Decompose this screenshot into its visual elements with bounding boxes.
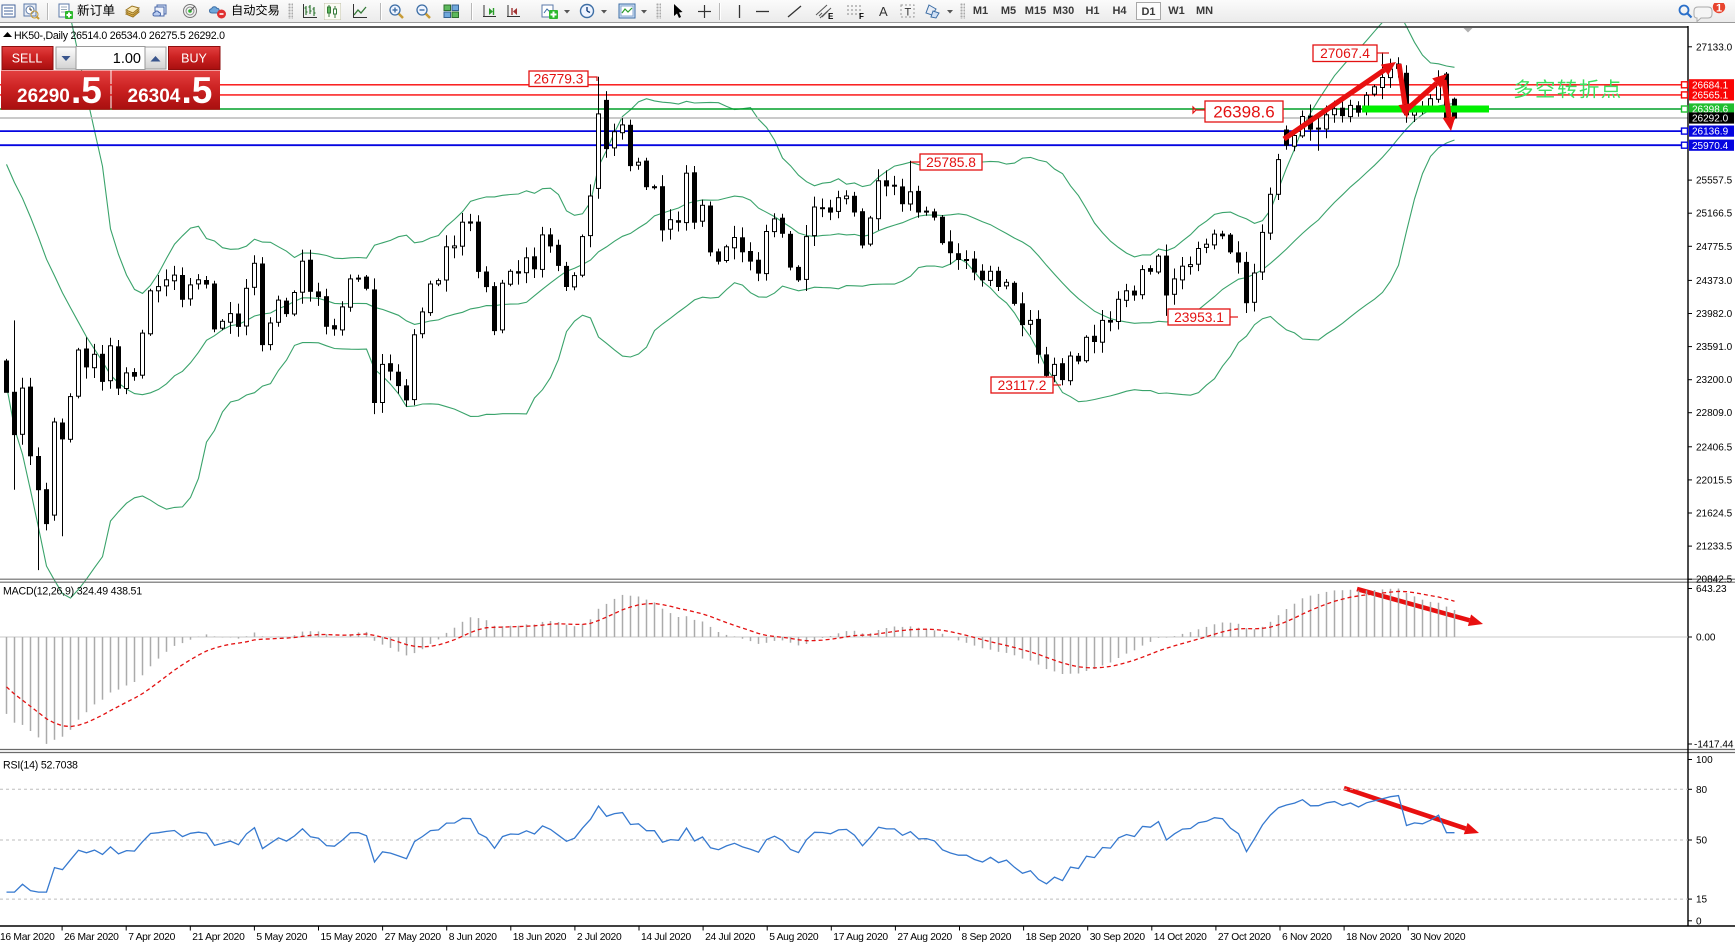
svg-text:MACD(12,26,9) 324.49 438.51: MACD(12,26,9) 324.49 438.51 (3, 585, 142, 597)
svg-text:80: 80 (1696, 785, 1708, 796)
svg-text:27 Aug 2020: 27 Aug 2020 (897, 932, 952, 943)
svg-text:22015.5: 22015.5 (1696, 475, 1733, 486)
svg-text:2 Jul 2020: 2 Jul 2020 (577, 932, 622, 943)
svg-text:24775.5: 24775.5 (1696, 242, 1733, 253)
svg-text:1.00: 1.00 (113, 51, 141, 67)
svg-text:SELL: SELL (12, 52, 43, 66)
svg-text:26 Mar 2020: 26 Mar 2020 (64, 932, 119, 943)
svg-text:100: 100 (1696, 755, 1713, 766)
svg-text:T: T (905, 7, 912, 19)
svg-text:.5: .5 (71, 70, 102, 111)
svg-text:6 Nov 2020: 6 Nov 2020 (1282, 932, 1332, 943)
svg-text:16 Mar 2020: 16 Mar 2020 (0, 932, 55, 943)
svg-text:27067.4: 27067.4 (1320, 46, 1370, 61)
svg-text:1: 1 (1716, 3, 1722, 15)
svg-text:15: 15 (1696, 895, 1708, 906)
svg-text:HK50-,Daily 26514.0 26534.0 2: HK50-,Daily 26514.0 26534.0 26275.5 2629… (14, 30, 225, 42)
svg-text:23953.1: 23953.1 (1174, 310, 1224, 325)
svg-text:0: 0 (1696, 916, 1702, 927)
svg-text:RSI(14) 52.7038: RSI(14) 52.7038 (3, 760, 78, 772)
svg-text:643.23: 643.23 (1696, 584, 1727, 595)
svg-text:A: A (879, 4, 888, 19)
svg-text:30 Sep 2020: 30 Sep 2020 (1090, 932, 1146, 943)
svg-text:8 Jun 2020: 8 Jun 2020 (449, 932, 498, 943)
svg-text:23200.0: 23200.0 (1696, 375, 1733, 386)
svg-text:22406.5: 22406.5 (1696, 442, 1733, 453)
svg-text:30 Nov 2020: 30 Nov 2020 (1410, 932, 1466, 943)
svg-text:27 May 2020: 27 May 2020 (385, 932, 442, 943)
svg-text:21233.5: 21233.5 (1696, 542, 1733, 553)
svg-text:25166.5: 25166.5 (1696, 209, 1733, 220)
svg-text:23591.0: 23591.0 (1696, 342, 1733, 353)
svg-text:25785.8: 25785.8 (926, 155, 976, 170)
svg-text:17 Aug 2020: 17 Aug 2020 (833, 932, 888, 943)
svg-text:15 May 2020: 15 May 2020 (321, 932, 378, 943)
svg-text:23982.0: 23982.0 (1696, 309, 1733, 320)
svg-text:5 May 2020: 5 May 2020 (256, 932, 307, 943)
svg-text:26684.1: 26684.1 (1692, 80, 1729, 91)
svg-text:50: 50 (1696, 836, 1708, 847)
svg-text:7 Apr 2020: 7 Apr 2020 (128, 932, 175, 943)
svg-text:26398.6: 26398.6 (1692, 105, 1729, 116)
svg-text:26565.1: 26565.1 (1692, 91, 1729, 102)
svg-text:26290: 26290 (17, 86, 70, 107)
svg-text:27133.0: 27133.0 (1696, 42, 1733, 53)
svg-text:BUY: BUY (181, 52, 207, 66)
svg-text:21 Apr 2020: 21 Apr 2020 (192, 932, 245, 943)
svg-text:E: E (828, 12, 834, 20)
svg-text:8 Sep 2020: 8 Sep 2020 (962, 932, 1012, 943)
svg-text:.5: .5 (182, 70, 213, 111)
svg-text:25970.4: 25970.4 (1692, 141, 1729, 152)
svg-text:5 Aug 2020: 5 Aug 2020 (769, 932, 819, 943)
svg-text:21624.5: 21624.5 (1696, 509, 1733, 520)
svg-text:18 Sep 2020: 18 Sep 2020 (1026, 932, 1082, 943)
svg-text:18 Nov 2020: 18 Nov 2020 (1346, 932, 1402, 943)
svg-text:14 Jul 2020: 14 Jul 2020 (641, 932, 692, 943)
svg-text:25557.5: 25557.5 (1696, 176, 1733, 187)
svg-text:26304: 26304 (128, 86, 181, 107)
svg-text:-1417.44: -1417.44 (1694, 740, 1734, 751)
svg-text:26779.3: 26779.3 (534, 72, 584, 87)
svg-text:26136.9: 26136.9 (1692, 127, 1729, 138)
svg-text:24373.0: 24373.0 (1696, 276, 1733, 287)
svg-text:F: F (859, 12, 864, 20)
svg-text:24 Jul 2020: 24 Jul 2020 (705, 932, 756, 943)
svg-text:18 Jun 2020: 18 Jun 2020 (513, 932, 567, 943)
svg-text:20842.5: 20842.5 (1696, 575, 1733, 586)
svg-text:23117.2: 23117.2 (998, 378, 1047, 393)
svg-text:22809.0: 22809.0 (1696, 408, 1733, 419)
svg-text:14 Oct 2020: 14 Oct 2020 (1154, 932, 1207, 943)
svg-text:26292.0: 26292.0 (1692, 114, 1729, 125)
svg-text:0.00: 0.00 (1696, 633, 1716, 644)
svg-text:26398.6: 26398.6 (1213, 103, 1274, 122)
svg-text:27 Oct 2020: 27 Oct 2020 (1218, 932, 1271, 943)
